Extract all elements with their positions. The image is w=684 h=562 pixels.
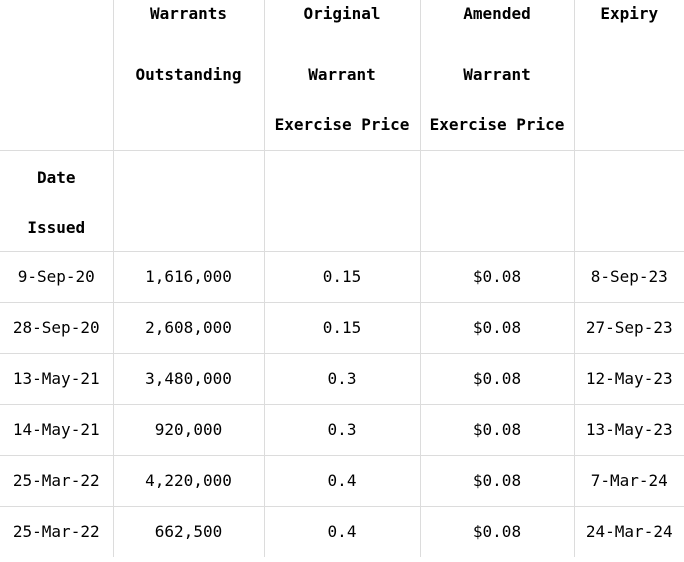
cell-original-price: 0.3 (263, 353, 421, 405)
cell-expiry: 7-Mar-24 (573, 455, 684, 507)
cell-amended-price: $0.08 (419, 506, 575, 557)
cell-outstanding: 1,616,000 (112, 251, 265, 303)
cell-amended-price: $0.08 (419, 251, 575, 303)
header-row: Warrants Outstanding Original Warrant Ex… (0, 0, 684, 151)
header-cell-amended-price: Amended Warrant Exercise Price (419, 0, 575, 151)
cell-outstanding: 3,480,000 (112, 353, 265, 405)
cell-original-price: 0.4 (263, 455, 421, 507)
header-line: Expiry (600, 4, 659, 23)
table-row: 9-Sep-20 1,616,000 0.15 $0.08 8-Sep-23 (0, 251, 684, 303)
header-cell-warrants-outstanding: Warrants Outstanding (112, 0, 265, 151)
header-cell-original-price: Original Warrant Exercise Price (263, 0, 421, 151)
cell-outstanding: 662,500 (112, 506, 265, 557)
cell-outstanding: 2,608,000 (112, 302, 265, 354)
table-row: 14-May-21 920,000 0.3 $0.08 13-May-23 (0, 404, 684, 456)
cell-date-issued: 28-Sep-20 (0, 302, 114, 354)
cell-date-issued: 25-Mar-22 (0, 506, 114, 557)
cell-expiry: 8-Sep-23 (573, 251, 684, 303)
subheader-cell-empty (419, 150, 575, 252)
header-cell-expiry: Expiry (573, 0, 684, 151)
cell-date-issued: 25-Mar-22 (0, 455, 114, 507)
header-line: Exercise Price (429, 115, 565, 134)
cell-date-issued: 14-May-21 (0, 404, 114, 456)
cell-date-issued: 9-Sep-20 (0, 251, 114, 303)
cell-date-issued: 13-May-21 (0, 353, 114, 405)
header-line: Warrants (149, 4, 228, 23)
table-row: 28-Sep-20 2,608,000 0.15 $0.08 27-Sep-23 (0, 302, 684, 354)
subheader-line: Date (36, 168, 76, 187)
table-row: 25-Mar-22 4,220,000 0.4 $0.08 7-Mar-24 (0, 455, 684, 507)
cell-original-price: 0.3 (263, 404, 421, 456)
cell-expiry: 13-May-23 (573, 404, 684, 456)
cell-outstanding: 920,000 (112, 404, 265, 456)
cell-amended-price: $0.08 (419, 404, 575, 456)
header-line: Warrant (308, 65, 376, 84)
header-line: Warrant (463, 65, 531, 84)
cell-original-price: 0.4 (263, 506, 421, 557)
cell-amended-price: $0.08 (419, 455, 575, 507)
cell-amended-price: $0.08 (419, 302, 575, 354)
subheader-cell-empty (112, 150, 265, 252)
cell-amended-price: $0.08 (419, 353, 575, 405)
table-row: 13-May-21 3,480,000 0.3 $0.08 12-May-23 (0, 353, 684, 405)
subheader-line: Issued (27, 218, 86, 237)
table-row: 25-Mar-22 662,500 0.4 $0.08 24-Mar-24 (0, 506, 684, 557)
header-line: Amended (463, 4, 531, 23)
subheader-cell-empty (263, 150, 421, 252)
cell-original-price: 0.15 (263, 302, 421, 354)
header-cell-blank (0, 0, 114, 151)
subheader-row: Date Issued (0, 150, 684, 252)
cell-expiry: 24-Mar-24 (573, 506, 684, 557)
header-line: Exercise Price (274, 115, 410, 134)
header-line: Outstanding (135, 65, 242, 84)
subheader-cell-date-issued: Date Issued (0, 150, 114, 252)
cell-outstanding: 4,220,000 (112, 455, 265, 507)
header-line: Original (303, 4, 381, 23)
cell-expiry: 27-Sep-23 (573, 302, 684, 354)
subheader-cell-empty (573, 150, 684, 252)
cell-original-price: 0.15 (263, 251, 421, 303)
cell-expiry: 12-May-23 (573, 353, 684, 405)
